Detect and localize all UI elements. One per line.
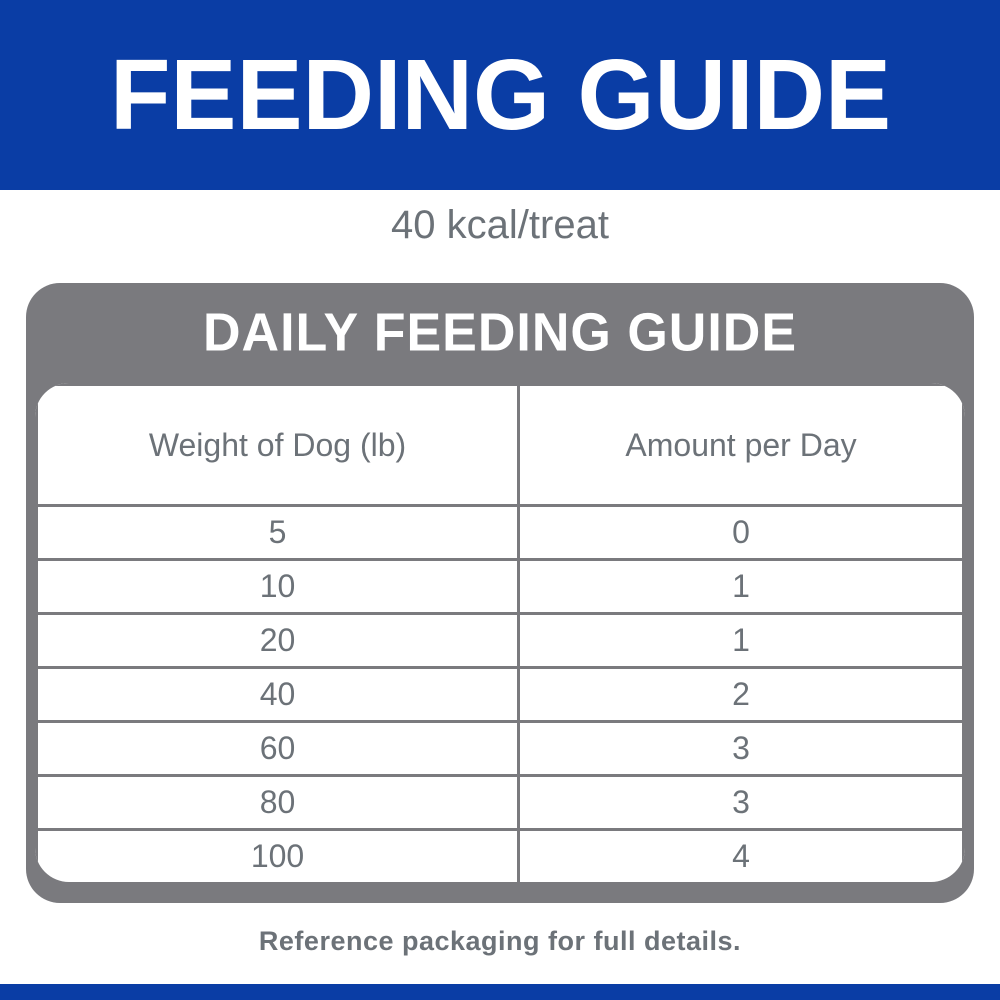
amount-cell: 0 [517, 504, 965, 561]
weight-cell: 100 [35, 828, 521, 882]
amount-cell: 4 [517, 828, 965, 882]
table-row: 20 1 [35, 612, 965, 669]
weight-cell: 10 [35, 558, 521, 615]
feeding-table-container: Weight of Dog (lb) Amount per Day 5 0 10… [35, 383, 965, 882]
weight-cell: 5 [35, 504, 521, 561]
amount-cell: 2 [517, 666, 965, 723]
table-row: 80 3 [35, 774, 965, 831]
daily-feeding-guide-card: DAILY FEEDING GUIDE Weight of Dog (lb) A… [26, 283, 974, 903]
amount-cell: 3 [517, 720, 965, 777]
bottom-accent-strip [0, 984, 1000, 1000]
weight-cell: 20 [35, 612, 521, 669]
amount-cell: 1 [517, 612, 965, 669]
footer-note: Reference packaging for full details. [258, 925, 742, 956]
table-row: 10 1 [35, 558, 965, 615]
amount-cell: 1 [517, 558, 965, 615]
feeding-table: Weight of Dog (lb) Amount per Day 5 0 10… [35, 383, 965, 882]
column-header-amount: Amount per Day [517, 383, 965, 507]
table-row: 100 4 [35, 828, 965, 882]
weight-cell: 80 [35, 774, 521, 831]
column-header-weight: Weight of Dog (lb) [35, 383, 521, 507]
top-banner: FEEDING GUIDE [0, 0, 1000, 190]
weight-cell: 40 [35, 666, 521, 723]
amount-cell: 3 [517, 774, 965, 831]
calorie-note: 40 kcal/treat [391, 203, 609, 247]
table-row: 5 0 [35, 504, 965, 561]
page-title: FEEDING GUIDE [109, 39, 891, 151]
table-row: 40 2 [35, 666, 965, 723]
card-title: DAILY FEEDING GUIDE [203, 302, 797, 364]
table-row: 60 3 [35, 720, 965, 777]
table-header-row: Weight of Dog (lb) Amount per Day [35, 383, 965, 507]
weight-cell: 60 [35, 720, 521, 777]
